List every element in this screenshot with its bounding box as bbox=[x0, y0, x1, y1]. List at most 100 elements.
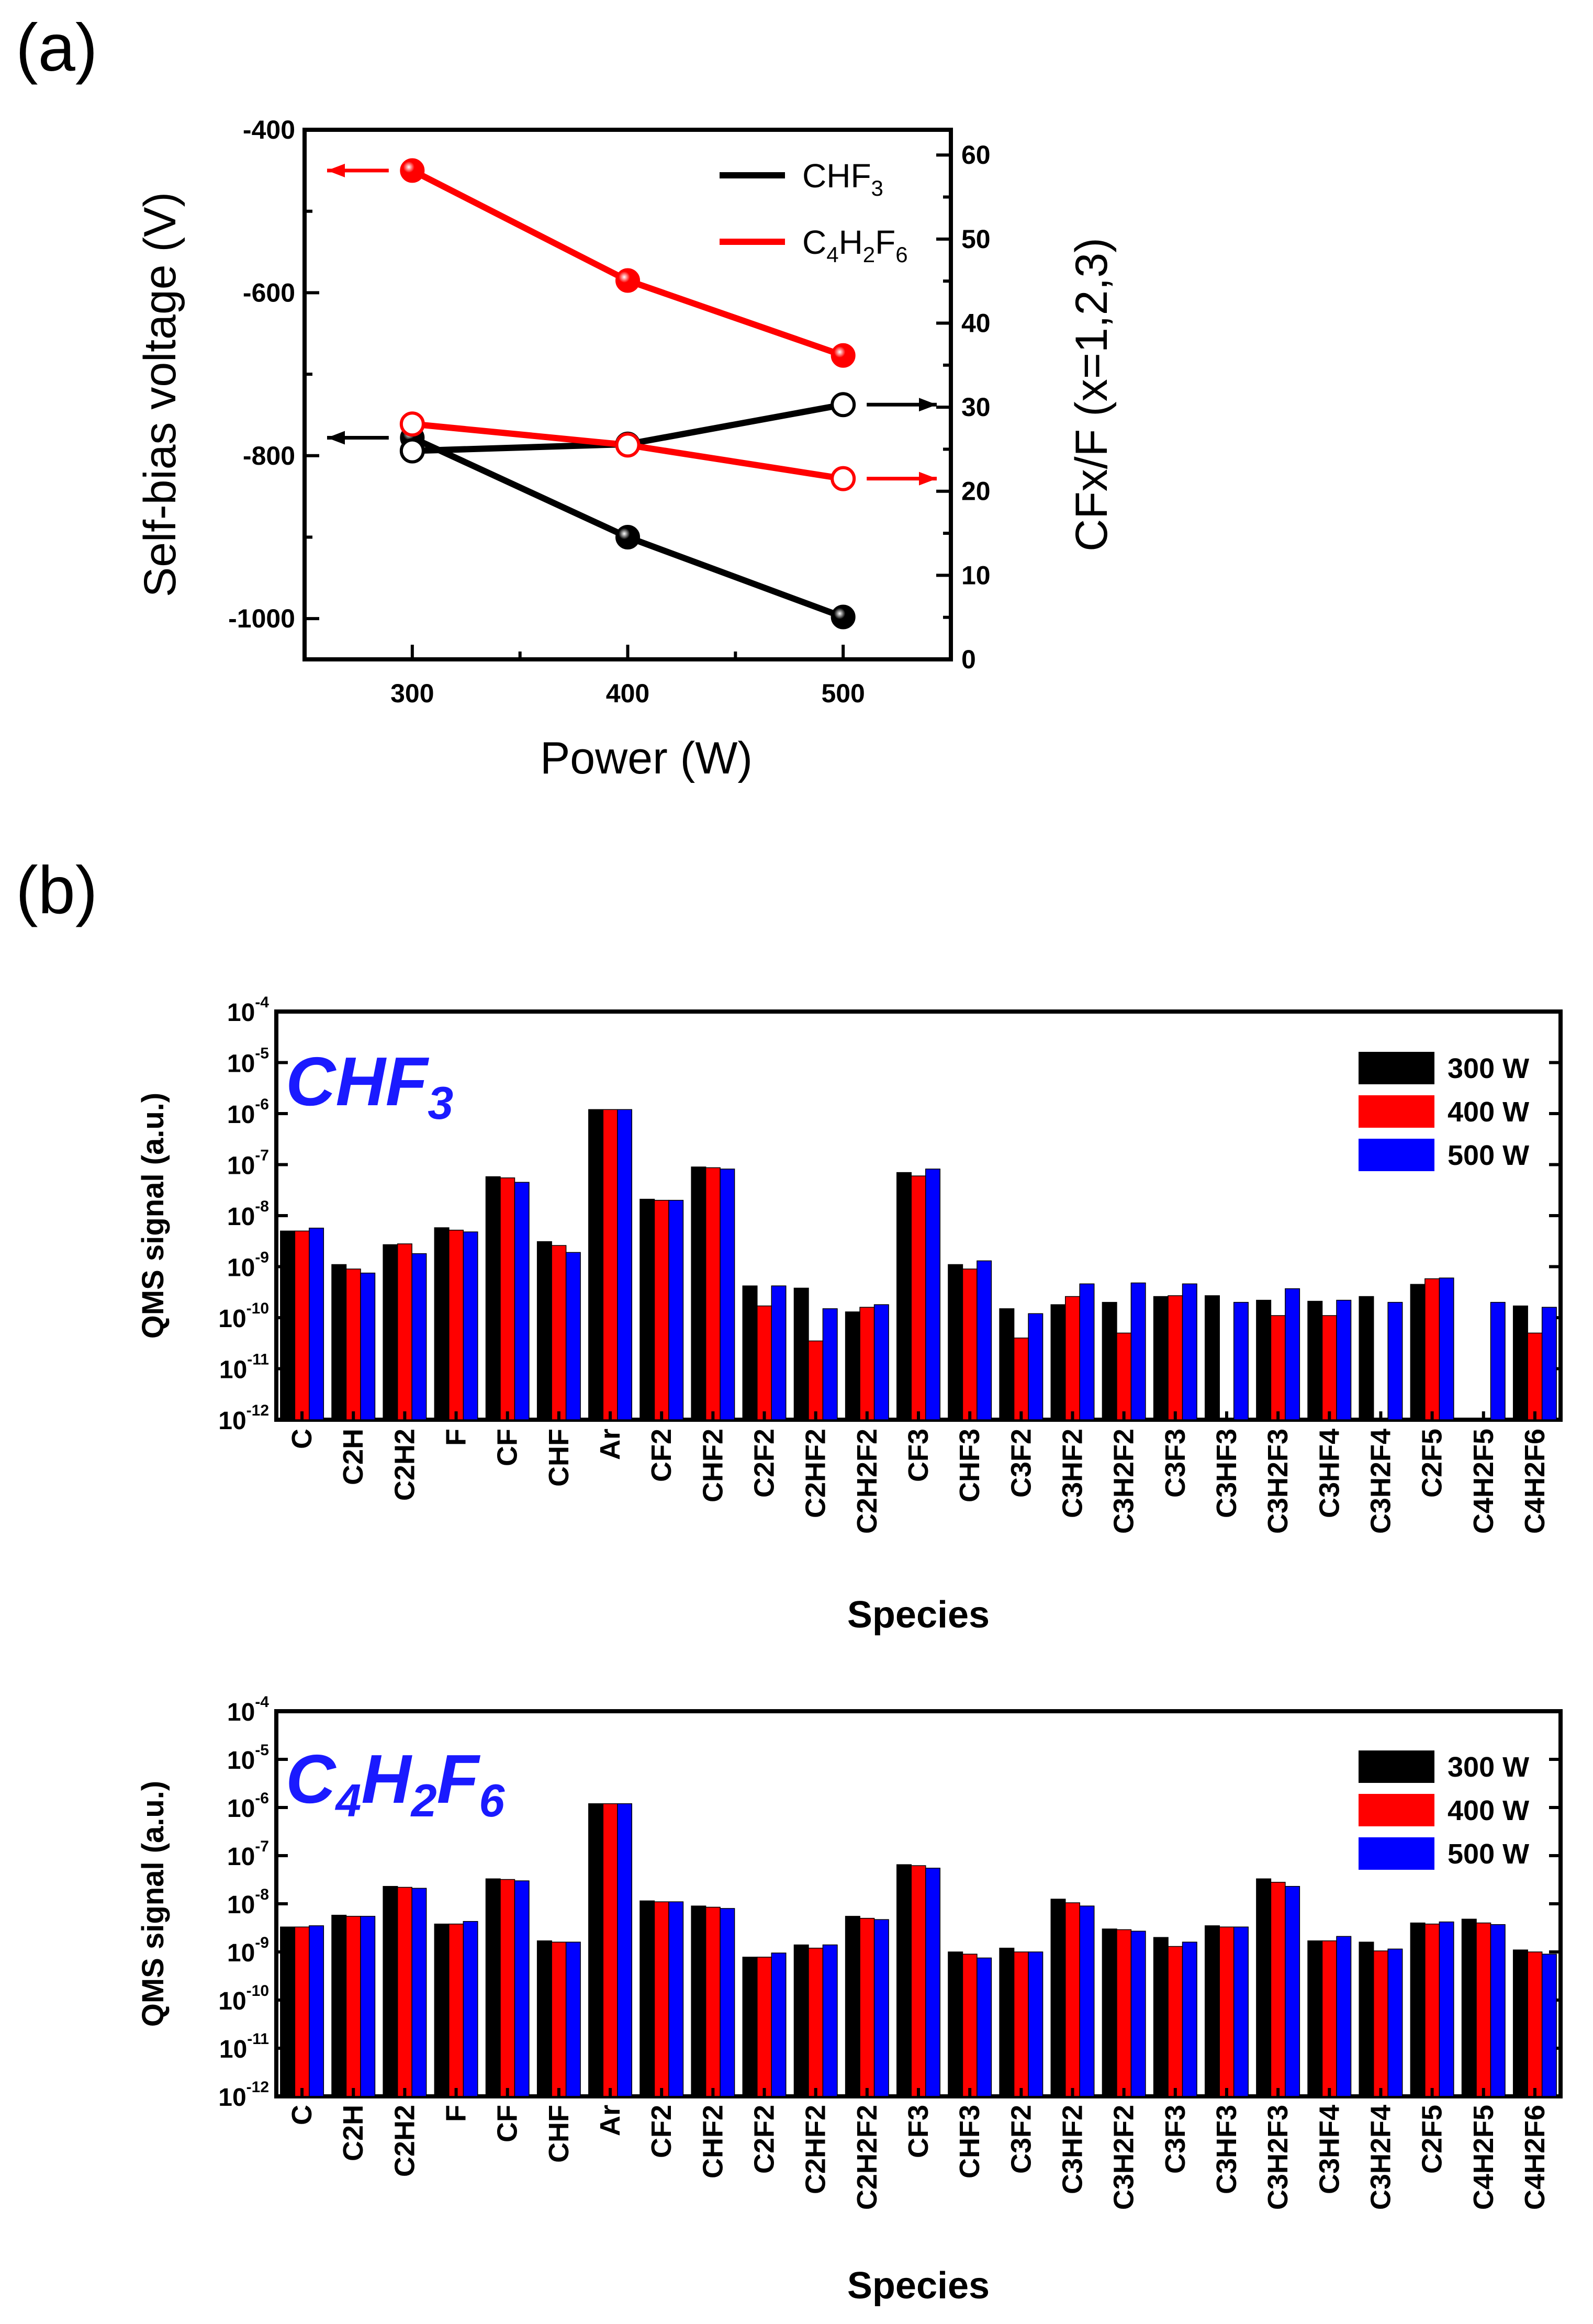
panel-a-legend: CHF3 C4H2F6 bbox=[720, 157, 908, 267]
panel-b-category-label: C2H bbox=[338, 2105, 369, 2161]
panel-b-bar bbox=[1219, 1926, 1235, 2097]
panel-b-category-label: C3HF2 bbox=[1057, 1429, 1088, 1518]
panel-a-arrow-head bbox=[919, 398, 937, 412]
panel-b-category-label: C3HF2 bbox=[1057, 2105, 1088, 2194]
panel-b-bar bbox=[536, 1940, 552, 2097]
panel-b-bar bbox=[1410, 1922, 1426, 2097]
panel-b-bar bbox=[1013, 1951, 1029, 2097]
panel-a-arrow-head bbox=[327, 163, 345, 177]
panel-a-data-point bbox=[831, 466, 856, 491]
panel-a-series bbox=[399, 158, 856, 630]
panel-b-bar bbox=[911, 1175, 926, 1420]
panel-a-left-tick-label: -400 bbox=[243, 115, 295, 144]
panel-b-bar bbox=[771, 1285, 787, 1420]
panel-b-category-label: C3H2F2 bbox=[1108, 2105, 1140, 2210]
panel-b-legend-swatch bbox=[1359, 1095, 1434, 1128]
panel-b-bar bbox=[1490, 1924, 1506, 2097]
panel-a-right-tick-label: 60 bbox=[961, 140, 991, 170]
panel-b-y-tick-label: 10-10 bbox=[218, 1982, 269, 2015]
panel-b-bar bbox=[1336, 1936, 1352, 2097]
panel-b-bar bbox=[551, 1245, 567, 1420]
panel-b-bar bbox=[1307, 1300, 1323, 1420]
panel-a-right-tick-label: 50 bbox=[961, 224, 991, 254]
panel-b-bar bbox=[617, 1109, 633, 1420]
panel-a-left-axis-title: Self-bias voltage (V) bbox=[135, 192, 185, 597]
panel-a-data-point bbox=[831, 392, 856, 418]
panel-b-bar bbox=[309, 1925, 324, 2097]
panel-b-bar bbox=[331, 1264, 347, 1420]
panel-b-category-label: C3H2F3 bbox=[1262, 2105, 1294, 2210]
panel-b-category-label: C3H2F2 bbox=[1108, 1429, 1140, 1534]
panel-b-bar bbox=[1130, 1282, 1146, 1420]
panel-b-category-label: CF bbox=[492, 2105, 523, 2142]
panel-b-bar bbox=[1079, 1905, 1095, 2097]
panel-b-category-label: C bbox=[286, 2105, 318, 2125]
panel-b-bar bbox=[793, 1944, 809, 2097]
panel-a-right-axis-title: CFx/F (x=1,2,3) bbox=[1067, 238, 1117, 552]
panel-b-category-label: CF3 bbox=[903, 2105, 934, 2158]
panel-b-bar bbox=[1512, 1305, 1528, 1420]
panel-b-y-tick-label: 10-8 bbox=[227, 1886, 269, 1919]
panel-b-chart-chf3: 10-4 10-5 10-6 10-7 10-8 10-9 10-10 10-11 10-12 C… bbox=[136, 994, 1563, 1636]
panel-b-bar bbox=[742, 1285, 758, 1420]
panel-b-bar bbox=[720, 1908, 735, 2097]
panel-b-bar bbox=[1168, 1946, 1183, 2097]
panel-b-bar bbox=[1285, 1885, 1300, 2097]
legend-label-c4h2f6: C4H2F6 bbox=[802, 223, 908, 267]
panel-b-bar bbox=[757, 1305, 772, 1420]
panel-a-left-tick-label: -600 bbox=[243, 278, 295, 307]
panel-b-bar bbox=[977, 1260, 992, 1420]
panel-b-x-axis-title: Species bbox=[847, 1594, 990, 1636]
panel-b-category-label: CHF2 bbox=[697, 1429, 728, 1502]
panel-b-category-label: C3HF3 bbox=[1211, 1429, 1242, 1518]
panel-b-bar bbox=[397, 1887, 412, 2097]
panel-a-chart: 300 400 500-400-600-800-10000102030405060 … bbox=[135, 115, 1117, 783]
panel-a-data-point bbox=[615, 268, 640, 293]
panel-b-bar bbox=[771, 1952, 787, 2097]
panel-b-bar bbox=[1321, 1315, 1337, 1420]
panel-b-bar bbox=[1050, 1304, 1066, 1420]
panel-b-chart-c4h2f6: 10-4 10-5 10-6 10-7 10-8 10-9 10-10 10-11 10-12 C… bbox=[136, 1693, 1563, 2307]
panel-b-bar bbox=[485, 1176, 501, 1420]
panel-b-y-axis-title: QMS signal (a.u.) bbox=[136, 1781, 170, 2027]
panel-b-y-tick-label: 10-5 bbox=[227, 1742, 269, 1775]
panel-b-bar bbox=[1307, 1940, 1323, 2097]
panel-b-bar bbox=[705, 1906, 721, 2097]
panel-a-data-point bbox=[615, 524, 640, 549]
panel-b-bar bbox=[1079, 1283, 1095, 1420]
panel-b-bar bbox=[691, 1166, 706, 1420]
panel-b-category-label: Ar bbox=[594, 1429, 626, 1460]
panel-b-bar bbox=[896, 1172, 912, 1420]
panel-b-bar bbox=[434, 1227, 450, 1420]
panel-b-category-label: C2F2 bbox=[749, 2105, 780, 2174]
panel-b-bar bbox=[925, 1169, 940, 1420]
panel-b-category-label: C3F3 bbox=[1160, 1429, 1191, 1498]
panel-b-category-label: C3HF3 bbox=[1211, 2105, 1242, 2194]
panel-b-bar bbox=[1359, 1941, 1374, 2097]
panel-b-bar bbox=[1541, 1307, 1557, 1420]
panel-b-y-tick-label: 10-9 bbox=[227, 1249, 269, 1282]
panel-b-bar bbox=[668, 1901, 684, 2097]
panel-b-legend-label: 500 W bbox=[1448, 1838, 1529, 1870]
panel-a-right-tick-label: 40 bbox=[961, 308, 991, 338]
panel-a-right-tick-label: 0 bbox=[961, 645, 976, 674]
panel-b-bar bbox=[668, 1199, 684, 1420]
panel-b-category-label: C3HF4 bbox=[1314, 2105, 1345, 2194]
panel-b-y-tick-label: 10-7 bbox=[227, 1147, 269, 1180]
panel-a-left-tick-label: -800 bbox=[243, 441, 295, 470]
panel-b-bar bbox=[1476, 1922, 1491, 2097]
panel-b-bar bbox=[845, 1311, 860, 1420]
panel-b-bar bbox=[911, 1865, 926, 2097]
panel-b-bar bbox=[962, 1268, 978, 1420]
panel-b-bar bbox=[1527, 1332, 1543, 1420]
panel-b-bar bbox=[485, 1878, 501, 2097]
panel-a-arrow-head bbox=[919, 471, 937, 486]
panel-b-bar bbox=[1182, 1941, 1197, 2097]
panel-b-category-label: C2H2F2 bbox=[851, 1429, 883, 1534]
panel-b-bar bbox=[1050, 1899, 1066, 2097]
panel-b-bar bbox=[1233, 1301, 1249, 1420]
panel-b-bar bbox=[294, 1230, 310, 1420]
panel-a-series-line bbox=[411, 167, 845, 358]
panel-a-x-tick-label: 500 bbox=[821, 679, 865, 708]
